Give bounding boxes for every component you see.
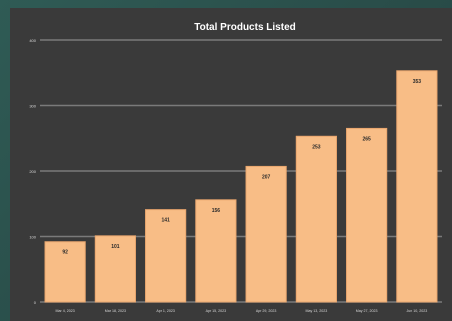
x-tick-label: Mar 18, 2023 bbox=[105, 309, 126, 313]
bar-value-label: 92 bbox=[62, 250, 68, 256]
axis-ticks: 0 100 200 300 400 Mar 4, 2023 Mar 18, 2023 Apr … bbox=[29, 38, 427, 313]
y-tick-label: 400 bbox=[29, 38, 36, 43]
x-tick-label: Apr 29, 2023 bbox=[256, 309, 277, 313]
y-tick-label: 200 bbox=[29, 169, 36, 174]
chart-panel: Total Products Listed 92 101 141 156 207 253 2… bbox=[10, 8, 452, 321]
x-tick-label: May 27, 2023 bbox=[356, 309, 378, 313]
x-tick-label: Apr 15, 2023 bbox=[206, 309, 227, 313]
x-tick-label: Mar 4, 2023 bbox=[56, 309, 75, 313]
x-tick-label: Apr 1, 2023 bbox=[156, 309, 175, 313]
chart-title: Total Products Listed bbox=[194, 22, 296, 33]
bar bbox=[195, 199, 237, 303]
y-tick-label: 100 bbox=[29, 235, 36, 240]
bar-value-label: 141 bbox=[161, 218, 170, 224]
bar-chart: Total Products Listed 92 101 141 156 207 253 2… bbox=[29, 22, 442, 313]
bar-value-label: 101 bbox=[111, 244, 120, 250]
bar bbox=[145, 209, 187, 303]
bar-value-label: 253 bbox=[312, 144, 321, 150]
y-tick-label: 0 bbox=[34, 300, 37, 305]
bar-value-label: 156 bbox=[212, 208, 221, 214]
bar-value-label: 265 bbox=[362, 136, 371, 142]
bar-value-label: 353 bbox=[413, 79, 422, 85]
x-tick-label: May 13, 2023 bbox=[305, 309, 327, 313]
x-tick-label: Jun 10, 2023 bbox=[406, 309, 427, 313]
bar bbox=[396, 70, 438, 303]
bar bbox=[94, 235, 136, 303]
bar bbox=[295, 135, 337, 303]
bars: 92 101 141 156 207 253 265 353 bbox=[44, 70, 438, 303]
y-tick-label: 300 bbox=[29, 104, 36, 109]
bar bbox=[245, 165, 287, 303]
bar-value-label: 207 bbox=[262, 174, 271, 180]
bar bbox=[44, 241, 86, 303]
bar bbox=[346, 127, 388, 303]
